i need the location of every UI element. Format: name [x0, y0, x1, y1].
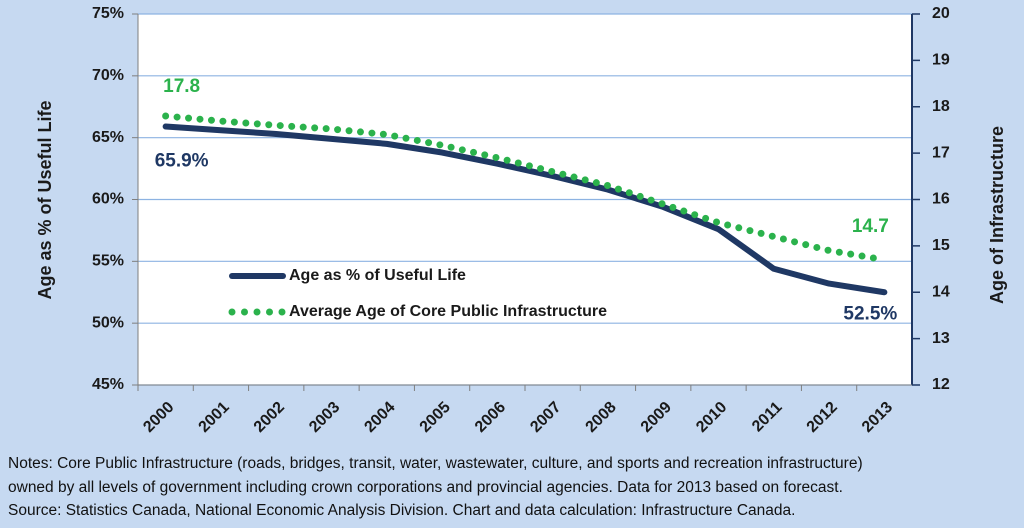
x-tick-label: 2002 [251, 399, 288, 436]
y2-tick-label: 18 [932, 98, 950, 115]
x-tick-label: 2007 [527, 399, 564, 436]
y-tick-label: 75% [92, 5, 124, 22]
note: Source: Statistics Canada, National Econ… [8, 502, 795, 519]
x-tick-label: 2003 [306, 399, 343, 436]
y-tick-label: 70% [92, 67, 124, 84]
x-tick-label: 2011 [749, 399, 786, 436]
y2-tick-label: 14 [932, 283, 950, 300]
y2-tick-label: 17 [932, 144, 950, 161]
data-label: 17.8 [163, 76, 200, 97]
x-tick-label: 2000 [140, 399, 177, 436]
x-tick-label: 2013 [859, 399, 896, 436]
x-tick-label: 2001 [196, 399, 233, 436]
y2-tick-label: 12 [932, 376, 950, 393]
legend-label: Average Age of Core Public Infrastructur… [289, 303, 607, 320]
y2-tick-label: 13 [932, 330, 950, 347]
note: owned by all levels of government includ… [8, 479, 843, 496]
y-tick-label: 45% [92, 376, 124, 393]
x-tick-label: 2010 [693, 399, 730, 436]
y2-tick-label: 19 [932, 52, 950, 69]
y2-axis-title: Age of Infrastructure [987, 126, 1007, 304]
data-label: 65.9% [155, 151, 209, 172]
y-tick-label: 60% [92, 191, 124, 208]
x-tick-label: 2008 [583, 399, 620, 436]
legend-label: Age as % of Useful Life [289, 267, 466, 284]
series-line [162, 123, 888, 296]
x-tick-label: 2009 [638, 399, 675, 436]
y-tick-label: 65% [92, 129, 124, 146]
data-label: 14.7 [852, 216, 889, 237]
x-tick-label: 2004 [361, 399, 398, 436]
data-label: 52.5% [843, 303, 897, 324]
y2-tick-label: 15 [932, 237, 950, 254]
y2-tick-label: 16 [932, 191, 950, 208]
y-tick-label: 55% [92, 253, 124, 270]
x-tick-label: 2012 [804, 399, 841, 436]
y-axis-title: Age as % of Useful Life [35, 100, 55, 299]
note: Notes: Core Public Infrastructure (roads… [8, 455, 863, 472]
y-tick-label: 50% [92, 314, 124, 331]
x-tick-label: 2005 [417, 399, 454, 436]
x-tick-label: 2006 [472, 399, 509, 436]
y2-tick-label: 20 [932, 5, 950, 22]
